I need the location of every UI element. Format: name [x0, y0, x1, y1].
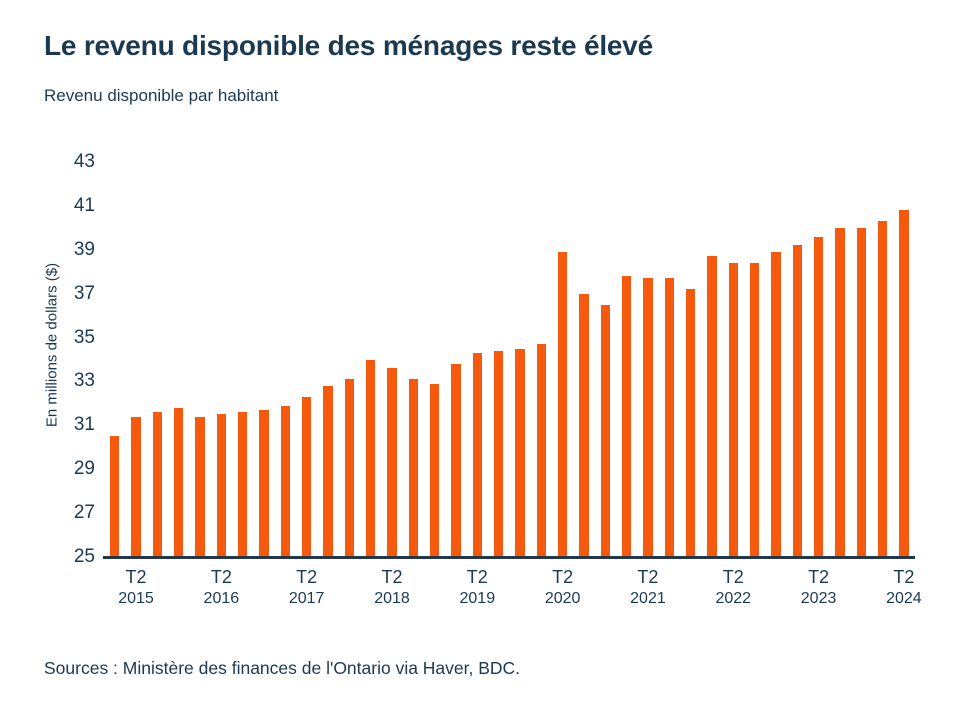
x-tick-quarter: T2 — [296, 567, 318, 587]
chart-subtitle: Revenu disponible par habitant — [44, 86, 279, 105]
x-tick-quarter: T2 — [125, 567, 147, 587]
bar-T3-2020 — [579, 293, 589, 557]
x-tick-quarter: T2 — [210, 567, 232, 587]
bar-T4-2017 — [344, 379, 355, 557]
x-axis-line — [103, 555, 915, 559]
bar-T4-2018 — [429, 383, 440, 557]
x-tick-label-2020: T2 2020 — [528, 566, 598, 608]
bar-T1-2021 — [621, 276, 632, 557]
bar-T4-2016 — [259, 409, 269, 557]
bar-T4-2015 — [173, 407, 184, 557]
x-tick-quarter: T2 — [466, 567, 488, 587]
x-tick-label-2022: T2 2022 — [698, 566, 768, 608]
y-tick-label: 35 — [73, 326, 95, 348]
bar-T3-2021 — [664, 278, 675, 557]
y-tick-label: 37 — [73, 282, 95, 304]
bar-T2-2019 — [472, 352, 483, 557]
bar-T2-2021 — [643, 278, 653, 557]
x-tick-year: 2017 — [288, 590, 325, 607]
bar-T3-2018 — [408, 379, 419, 557]
x-tick-quarter: T2 — [722, 567, 744, 587]
bar-T3-2022 — [749, 262, 760, 557]
x-tick-label-2023: T2 2023 — [784, 566, 854, 608]
y-tick-label: 41 — [73, 194, 95, 216]
bar-T1-2019 — [451, 363, 461, 557]
x-tick-year: 2023 — [800, 590, 837, 607]
bar-T3-2016 — [237, 412, 248, 557]
bar-T1-2020 — [536, 344, 547, 557]
x-tick-year: 2019 — [459, 590, 496, 607]
x-tick-year: 2018 — [374, 590, 410, 607]
bar-T1-2024 — [877, 221, 888, 557]
bar-T2-2017 — [301, 396, 312, 557]
bar-T3-2017 — [323, 385, 333, 557]
y-tick-label: 27 — [73, 502, 95, 524]
source-note: Sources : Ministère des finances de l'On… — [44, 658, 521, 678]
x-tick-quarter: T2 — [552, 567, 574, 587]
bar-T2-2022 — [728, 262, 739, 557]
bar-T1-2015 — [109, 436, 120, 557]
bar-T3-2019 — [493, 350, 504, 557]
x-tick-label-2017: T2 2017 — [272, 566, 342, 608]
x-tick-year: 2021 — [630, 590, 666, 607]
x-tick-quarter: T2 — [381, 567, 403, 587]
y-tick-label: 33 — [73, 370, 95, 392]
bar-T1-2016 — [195, 416, 205, 557]
x-tick-label-2021: T2 2021 — [613, 566, 683, 608]
bar-T2-2018 — [387, 368, 397, 557]
x-axis-tick-labels: T2 2015 T2 2016 T2 2017 T2 2018 T2 2019 T2 2020 T2 20… — [101, 566, 921, 616]
bar-T2-2016 — [216, 414, 227, 557]
x-tick-label-2018: T2 2018 — [357, 566, 427, 608]
x-tick-label-2016: T2 2016 — [186, 566, 256, 608]
y-tick-label: 31 — [73, 414, 95, 436]
x-tick-year: 2024 — [886, 590, 922, 607]
bar-T2-2023 — [813, 236, 824, 557]
bar-T1-2022 — [707, 256, 717, 557]
y-tick-label: 43 — [73, 151, 95, 172]
x-tick-quarter: T2 — [808, 567, 830, 587]
bar-T1-2017 — [280, 405, 291, 557]
x-tick-label-2019: T2 2019 — [442, 566, 512, 608]
bar-T1-2018 — [365, 359, 376, 557]
x-tick-quarter: T2 — [637, 567, 659, 587]
bar-T2-2015 — [131, 416, 141, 557]
bar-T3-2023 — [835, 227, 845, 557]
bar-T4-2023 — [856, 227, 866, 557]
x-tick-year: 2020 — [544, 590, 581, 607]
x-tick-year: 2016 — [203, 590, 240, 607]
bar-T4-2021 — [685, 289, 696, 557]
x-tick-quarter: T2 — [893, 567, 915, 587]
bar-T1-2023 — [792, 245, 802, 557]
x-tick-year: 2015 — [118, 590, 154, 607]
y-tick-label: 39 — [73, 238, 95, 260]
page-title: Le revenu disponible des ménages reste é… — [44, 30, 654, 61]
x-tick-label-2015: T2 2015 — [101, 566, 171, 608]
x-tick-year: 2022 — [715, 590, 752, 607]
y-tick-label: 25 — [73, 546, 95, 567]
plot-area — [103, 162, 915, 557]
bar-T3-2015 — [152, 412, 163, 557]
bar-T4-2022 — [771, 251, 781, 557]
bar-T4-2020 — [600, 304, 611, 557]
x-tick-label-2024: T2 2024 — [869, 566, 939, 608]
bar-T4-2019 — [515, 348, 525, 557]
y-tick-label: 29 — [73, 458, 95, 480]
bar-T2-2024 — [899, 210, 909, 557]
bar-T2-2020 — [557, 251, 568, 557]
